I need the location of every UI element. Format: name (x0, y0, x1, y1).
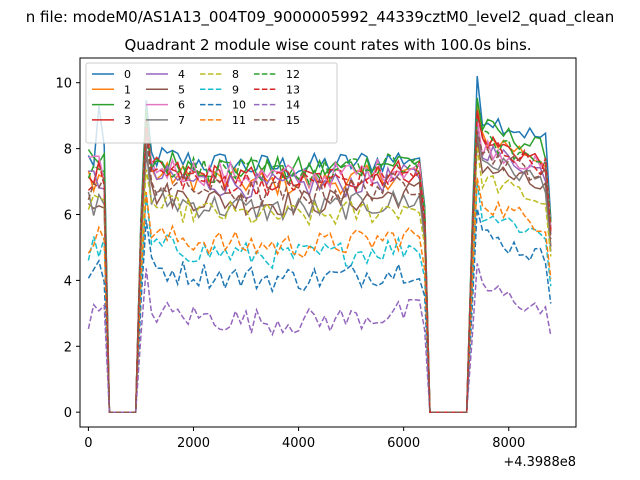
y-tick-label: 6 (64, 208, 72, 223)
series-line-11 (87, 177, 552, 413)
legend-label: 11 (232, 114, 246, 127)
legend-label: 7 (178, 114, 185, 127)
legend-label: 15 (286, 114, 300, 127)
legend-label: 0 (124, 68, 131, 81)
plot-area (87, 76, 552, 413)
y-tick-label: 2 (64, 340, 72, 355)
legend-label: 1 (124, 83, 131, 96)
x-tick-label: 2000 (177, 436, 210, 451)
legend-label: 6 (178, 99, 185, 112)
legend-label: 4 (178, 68, 185, 81)
series-line-10 (87, 208, 552, 413)
y-axis: 0 2 4 6 8 10 (55, 77, 80, 421)
legend-label: 14 (286, 99, 300, 112)
axes-frame (79, 57, 577, 428)
x-axis: 0 2000 4000 6000 8000 (84, 427, 525, 451)
x-tick-label: 0 (84, 436, 92, 451)
y-tick-label: 4 (64, 274, 72, 289)
legend-label: 9 (232, 83, 239, 96)
legend-label: 3 (124, 114, 131, 127)
y-tick-label: 10 (55, 77, 72, 92)
x-tick-label: 4000 (282, 436, 315, 451)
legend-box (85, 62, 338, 144)
y-tick-label: 8 (64, 143, 72, 158)
legend-label: 10 (232, 99, 246, 112)
legend-label: 2 (124, 99, 131, 112)
legend-label: 5 (178, 83, 185, 96)
series-line-14 (87, 263, 552, 413)
y-tick-label: 0 (64, 406, 72, 421)
x-tick-label: 6000 (387, 436, 420, 451)
x-offset-label: +4.3988e8 (503, 455, 576, 470)
series-line-9 (87, 181, 552, 413)
legend-label: 13 (286, 83, 300, 96)
series-line-8 (87, 146, 552, 413)
legend-label: 12 (286, 68, 300, 81)
chart-title: Quadrant 2 module wise count rates with … (124, 36, 531, 54)
legend-label: 8 (232, 68, 239, 81)
x-tick-label: 8000 (492, 436, 525, 451)
series-line-15 (87, 130, 552, 413)
figure-suptitle: n file: modeM0/AS1A13_004T09_9000005992_… (26, 8, 615, 27)
